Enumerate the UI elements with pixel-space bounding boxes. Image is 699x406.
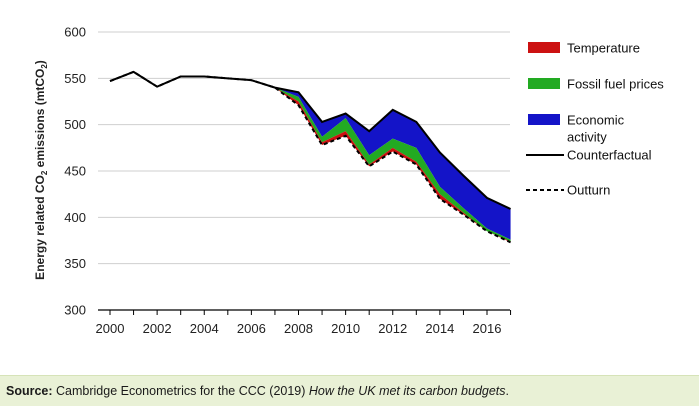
- legend-swatch: [528, 42, 560, 53]
- x-tick-label: 2008: [284, 321, 313, 336]
- x-tick-label: 2014: [425, 321, 454, 336]
- x-tick-label: 2000: [96, 321, 125, 336]
- legend-swatch: [528, 78, 560, 89]
- gridlines: [98, 31, 510, 265]
- chart: 300 350 400 450 500 550 600 2000 2002 2004 2006 200…: [33, 25, 664, 337]
- source-text: Cambridge Econometrics for the CCC (2019…: [52, 384, 309, 398]
- y-tick-label: 350: [64, 256, 86, 271]
- legend-label: Fossil fuel prices: [567, 77, 664, 92]
- series-lines: [109, 70, 511, 244]
- temperature-area: [110, 71, 511, 243]
- legend-label: Economic activity: [567, 113, 625, 145]
- fossil-fuel-prices-area: [110, 71, 511, 242]
- source-bar: Source: Cambridge Econometrics for the C…: [0, 375, 699, 406]
- y-tick-label: 550: [64, 71, 86, 86]
- y-tick-label: 300: [64, 303, 86, 318]
- legend-label: Temperature: [567, 41, 640, 56]
- x-tick-label: 2012: [378, 321, 407, 336]
- legend-label: Counterfactual: [567, 148, 652, 163]
- axes: 300 350 400 450 500 550 600 2000 2002 2004 2006 200…: [64, 25, 512, 336]
- x-tick-label: 2004: [190, 321, 219, 336]
- x-tick-label: 2006: [237, 321, 266, 336]
- y-tick-label: 450: [64, 164, 86, 179]
- stacked-areas: [110, 71, 511, 243]
- economic-activity-area: [110, 71, 511, 240]
- y-axis-label: Energy related CO2 emissions (mtCO2): [33, 60, 49, 280]
- y-tick-label: 500: [64, 117, 86, 132]
- legend: Temperature Fossil fuel prices Economic act…: [526, 41, 664, 198]
- source-title: How the UK met its carbon budgets: [308, 384, 506, 398]
- y-tick-label: 400: [64, 210, 86, 225]
- y-tick-label: 600: [64, 25, 86, 40]
- outturn-line: [109, 70, 511, 244]
- legend-label: Outturn: [567, 183, 610, 198]
- x-tick-label: 2010: [331, 321, 360, 336]
- counterfactual-line: [109, 70, 511, 210]
- source-note: Source: Cambridge Econometrics for the C…: [6, 384, 509, 398]
- source-label: Source:: [6, 384, 53, 398]
- legend-swatch: [528, 114, 560, 125]
- source-end: .: [505, 384, 510, 398]
- x-tick-label: 2002: [143, 321, 172, 336]
- x-tick-label: 2016: [473, 321, 502, 336]
